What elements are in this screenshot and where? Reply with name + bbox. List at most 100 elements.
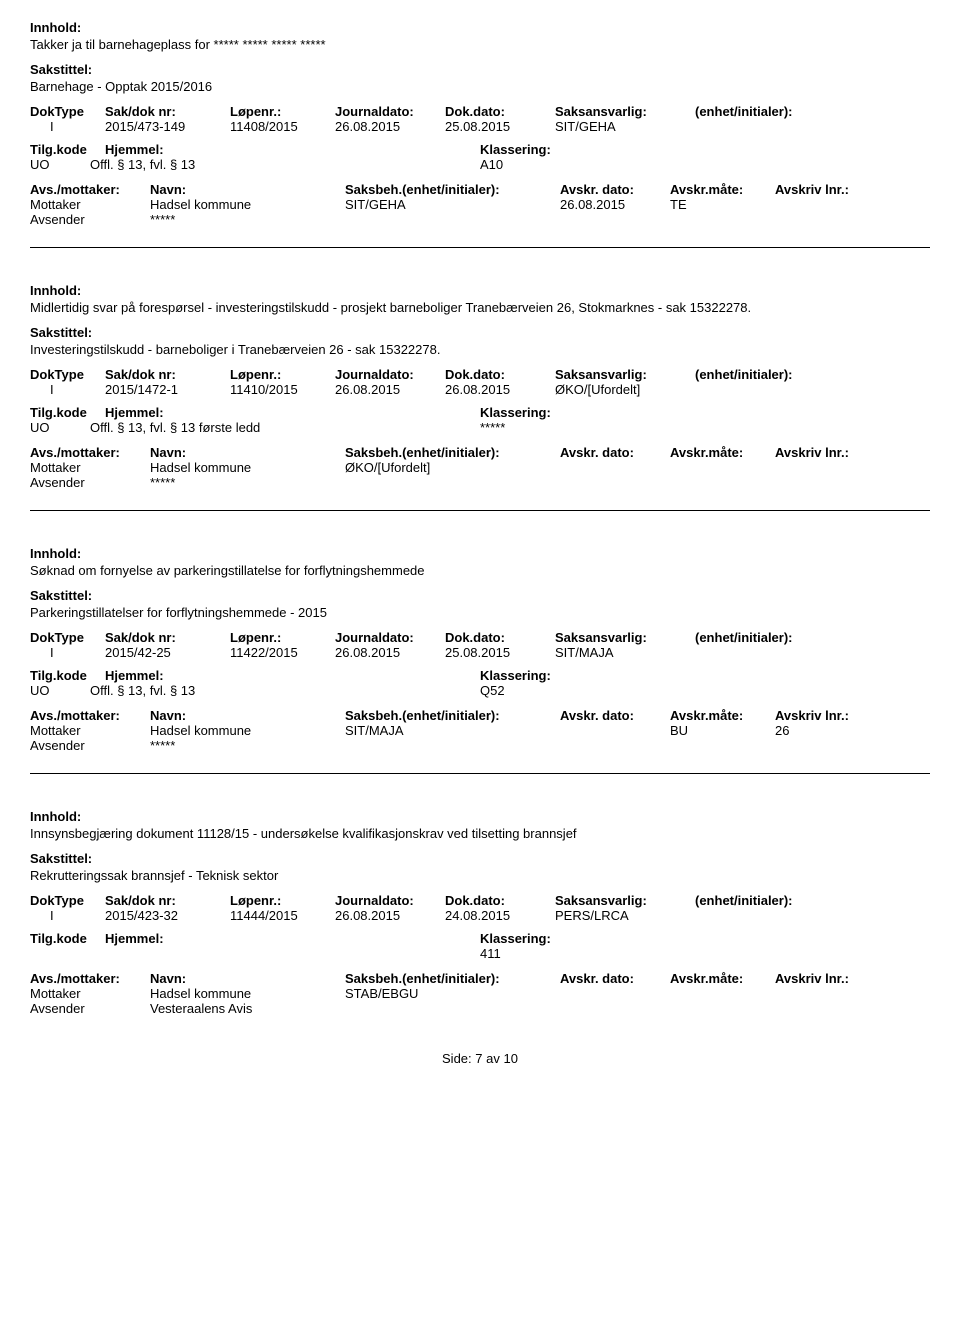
innhold-text: Takker ja til barnehageplass for ***** *…	[30, 37, 930, 52]
tilgkode-label: Tilg.kode	[30, 931, 105, 946]
navn-label: Navn:	[150, 182, 345, 197]
dokdato-val: 25.08.2015	[445, 645, 555, 660]
mottaker-row: Mottaker Hadsel kommune SIT/GEHA 26.08.2…	[30, 197, 930, 212]
lopenr-header: Løpenr.:	[230, 104, 335, 119]
avsmot-label: Avs./mottaker:	[30, 182, 150, 197]
tilg-row: Tilg.kode Hjemmel: Klassering:	[30, 668, 930, 683]
dokdato-header: Dok.dato:	[445, 367, 555, 382]
avskrdato-val: 26.08.2015	[560, 197, 670, 212]
dokdato-val: 25.08.2015	[445, 119, 555, 134]
mottaker-navn: Hadsel kommune	[150, 986, 345, 1001]
doc-data-row: I 2015/473-149 11408/2015 26.08.2015 25.…	[30, 119, 930, 134]
sakdok-val: 2015/42-25	[105, 645, 230, 660]
avskrmate-val: BU	[670, 723, 775, 738]
tilgkode-val: UO	[30, 157, 90, 172]
avsender-label: Avsender	[30, 475, 150, 490]
journaldato-header: Journaldato:	[335, 104, 445, 119]
avsender-row: Avsender *****	[30, 738, 930, 753]
footer-side-label: Side:	[442, 1051, 472, 1066]
navn-label: Navn:	[150, 708, 345, 723]
doktype-header: DokType	[30, 893, 105, 908]
tilg-row: Tilg.kode Hjemmel: Klassering:	[30, 405, 930, 420]
innhold-label: Innhold:	[30, 546, 930, 561]
dokdato-val: 24.08.2015	[445, 908, 555, 923]
lopenr-header: Løpenr.:	[230, 893, 335, 908]
klassering-val: 411	[480, 946, 501, 961]
footer-page: 7	[475, 1051, 482, 1066]
avskrmate-val	[670, 986, 775, 1001]
journaldato-header: Journaldato:	[335, 893, 445, 908]
enhet-val	[695, 645, 855, 660]
sakstittel-label: Sakstittel:	[30, 62, 930, 77]
navn-label: Navn:	[150, 445, 345, 460]
avsender-navn: *****	[150, 475, 345, 490]
tilg-row: Tilg.kode Hjemmel: Klassering:	[30, 931, 930, 946]
klassering-label: Klassering:	[480, 142, 600, 157]
enhet-header: (enhet/initialer):	[695, 367, 855, 382]
tilg-row: Tilg.kode Hjemmel: Klassering:	[30, 142, 930, 157]
tilgkode-label: Tilg.kode	[30, 668, 105, 683]
journal-entry: Innhold: Søknad om fornyelse av parkerin…	[30, 546, 930, 774]
journal-entry: Innhold: Takker ja til barnehageplass fo…	[30, 20, 930, 248]
doktype-header: DokType	[30, 630, 105, 645]
saksansvarlig-val: ØKO/[Ufordelt]	[555, 382, 695, 397]
tilg-data-row: 411	[30, 946, 930, 961]
avskrivlnr-label: Avskriv lnr.:	[775, 971, 849, 986]
saksansvarlig-header: Saksansvarlig:	[555, 630, 695, 645]
saksansvarlig-header: Saksansvarlig:	[555, 367, 695, 382]
avskrivlnr-label: Avskriv lnr.:	[775, 445, 849, 460]
mottaker-navn: Hadsel kommune	[150, 460, 345, 475]
avsender-label: Avsender	[30, 738, 150, 753]
mottaker-label: Mottaker	[30, 460, 150, 475]
sakdok-header: Sak/dok nr:	[105, 367, 230, 382]
avskrmate-label: Avskr.måte:	[670, 708, 775, 723]
mottaker-row: Mottaker Hadsel kommune SIT/MAJA BU 26	[30, 723, 930, 738]
saksansvarlig-header: Saksansvarlig:	[555, 104, 695, 119]
klassering-label: Klassering:	[480, 668, 600, 683]
saksbeh-val: STAB/EBGU	[345, 986, 560, 1001]
avsender-label: Avsender	[30, 212, 150, 227]
saksansvarlig-val: PERS/LRCA	[555, 908, 695, 923]
avskrmate-val: TE	[670, 197, 775, 212]
tilgkode-val: UO	[30, 420, 90, 435]
mottaker-navn: Hadsel kommune	[150, 197, 345, 212]
innhold-text: Søknad om fornyelse av parkeringstillate…	[30, 563, 930, 578]
dokdato-header: Dok.dato:	[445, 630, 555, 645]
mottaker-navn: Hadsel kommune	[150, 723, 345, 738]
avsender-row: Avsender *****	[30, 212, 930, 227]
klassering-val: A10	[480, 157, 503, 172]
sakstittel-text: Investeringstilskudd - barneboliger i Tr…	[30, 342, 930, 357]
avskrmate-label: Avskr.måte:	[670, 182, 775, 197]
avsender-label: Avsender	[30, 1001, 150, 1016]
dokdato-val: 26.08.2015	[445, 382, 555, 397]
hjemmel-label: Hjemmel:	[105, 142, 164, 157]
lopenr-header: Løpenr.:	[230, 630, 335, 645]
dokdato-header: Dok.dato:	[445, 104, 555, 119]
hjemmel-val: Offl. § 13, fvl. § 13	[90, 157, 470, 172]
doc-header-row: DokType Sak/dok nr: Løpenr.: Journaldato…	[30, 893, 930, 908]
avsmot-label: Avs./mottaker:	[30, 445, 150, 460]
lopenr-val: 11422/2015	[230, 645, 335, 660]
doc-data-row: I 2015/42-25 11422/2015 26.08.2015 25.08…	[30, 645, 930, 660]
innhold-label: Innhold:	[30, 809, 930, 824]
doktype-val: I	[30, 382, 105, 397]
journal-entry: Innhold: Innsynsbegjæring dokument 11128…	[30, 809, 930, 1016]
doktype-header: DokType	[30, 104, 105, 119]
saksbeh-val: ØKO/[Ufordelt]	[345, 460, 560, 475]
klassering-label: Klassering:	[480, 405, 600, 420]
sakdok-val: 2015/473-149	[105, 119, 230, 134]
sakdok-header: Sak/dok nr:	[105, 630, 230, 645]
saksansvarlig-val: SIT/MAJA	[555, 645, 695, 660]
hjemmel-label: Hjemmel:	[105, 931, 164, 946]
avs-header-row: Avs./mottaker: Navn: Saksbeh.(enhet/init…	[30, 971, 930, 986]
avsender-row: Avsender Vesteraalens Avis	[30, 1001, 930, 1016]
saksbeh-val: SIT/GEHA	[345, 197, 560, 212]
sakstittel-label: Sakstittel:	[30, 851, 930, 866]
saksbeh-label: Saksbeh.(enhet/initialer):	[345, 445, 560, 460]
saksbeh-label: Saksbeh.(enhet/initialer):	[345, 708, 560, 723]
doc-header-row: DokType Sak/dok nr: Løpenr.: Journaldato…	[30, 367, 930, 382]
enhet-header: (enhet/initialer):	[695, 630, 855, 645]
saksbeh-label: Saksbeh.(enhet/initialer):	[345, 182, 560, 197]
doc-data-row: I 2015/1472-1 11410/2015 26.08.2015 26.0…	[30, 382, 930, 397]
hjemmel-label: Hjemmel:	[105, 668, 164, 683]
